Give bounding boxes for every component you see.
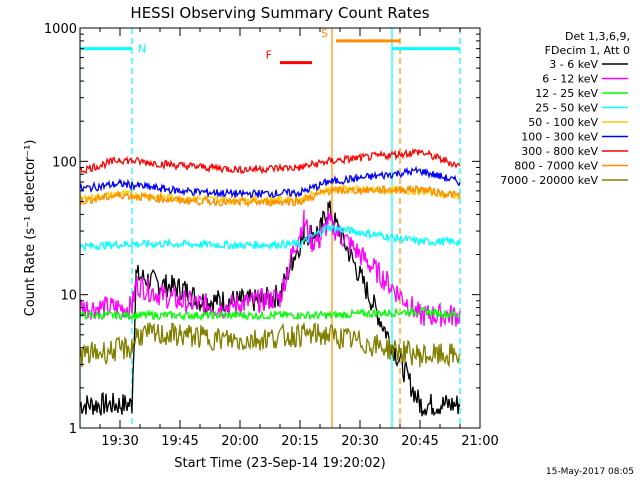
series-line: [80, 184, 461, 208]
y-axis-label: Count Rate (s⁻¹ detector⁻¹): [23, 140, 38, 317]
series-line: [80, 183, 461, 207]
series-line: [80, 200, 461, 417]
legend-label: 6 - 12 keV: [542, 73, 598, 86]
x-axis-label: Start Time (23-Sep-14 19:20:02): [174, 456, 385, 471]
plot-frame: [79, 27, 481, 429]
legend-label: 50 - 100 keV: [528, 116, 598, 129]
flag-label: S: [321, 27, 328, 40]
chart-title: HESSI Observing Summary Count Rates: [130, 4, 429, 22]
legend-label: 800 - 7000 keV: [514, 160, 598, 173]
legend-label: 12 - 25 keV: [535, 87, 598, 100]
series-line: [80, 209, 461, 328]
flag-label: F: [266, 49, 272, 62]
x-tick-label: 21:00: [461, 434, 498, 449]
legend-label: 25 - 50 keV: [535, 102, 598, 115]
series-line: [80, 165, 461, 199]
legend-label: 100 - 300 keV: [521, 131, 598, 144]
series-line: [80, 224, 461, 252]
footer-timestamp: 15-May-2017 08:05: [546, 467, 634, 477]
legend-label: 7000 - 20000 keV: [500, 174, 598, 187]
x-tick-label: 20:45: [401, 434, 438, 449]
y-tick-label: 10: [60, 289, 77, 304]
legend-header: Det 1,3,6,9,: [565, 30, 630, 43]
legend-header: FDecim 1, Att 0: [545, 44, 630, 57]
x-tick-label: 19:45: [161, 434, 198, 449]
x-tick-label: 20:30: [341, 434, 378, 449]
y-tick-label: 1: [69, 422, 77, 437]
series-line: [80, 147, 461, 175]
y-tick-label: 100: [52, 155, 77, 170]
series-line: [80, 306, 461, 322]
y-tick-label: 1000: [44, 22, 77, 37]
x-tick-label: 20:00: [221, 434, 258, 449]
legend-label: 300 - 800 keV: [521, 145, 598, 158]
x-tick-label: 19:30: [101, 434, 138, 449]
x-tick-label: 20:15: [281, 434, 318, 449]
series-line: [80, 321, 461, 368]
legend-label: 3 - 6 keV: [549, 58, 598, 71]
flag-label: N: [138, 43, 146, 56]
